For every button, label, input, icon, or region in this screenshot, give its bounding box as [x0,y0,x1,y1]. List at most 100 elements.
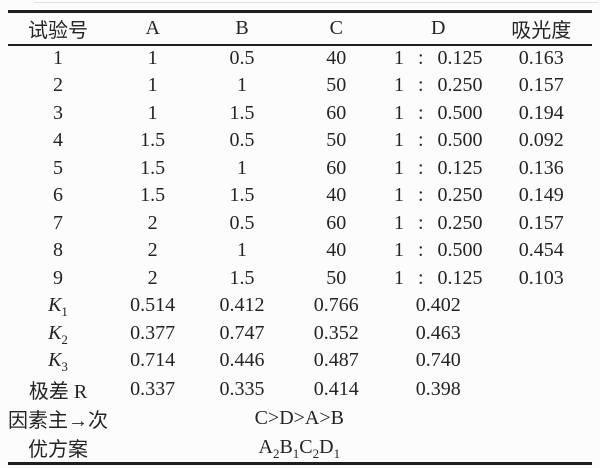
cell-absorbance: 0.149 [518,184,564,207]
optimal-part-subscript: 1 [333,445,341,461]
scan-artifact-line [34,2,598,3]
cell-d: 0.740 [415,349,461,372]
cell-b: 1 [236,239,247,262]
cell-c: 60 [326,101,347,124]
k-subscript: 2 [61,331,68,347]
cell-d: 1 : 0.125 [393,156,483,179]
optimal-part-subscript: 2 [312,445,320,461]
optimal-part-letter: A [258,435,273,458]
table-row: 8 2 1 40 1 : 0.500 0.454 [8,237,592,265]
cell-a: 2 [147,211,158,234]
cell-c: 0.352 [313,321,359,344]
orthogonal-experiment-table: 试验号 A B C D 吸光度 1 1 0.5 40 1 : 0.125 0.1… [8,10,592,465]
cell-a: 0.514 [130,294,176,317]
cell-trial-no: 7 [53,211,63,234]
k3-row: K3 0.714 0.446 0.487 0.740 [8,347,592,375]
cell-absorbance: 0.157 [518,211,564,234]
optimal-part-subscript: 2 [272,445,280,461]
cell-b: 1.5 [229,266,255,289]
header-trial-no: 试验号 [28,19,88,42]
range-label: 极差 R [28,380,88,403]
cell-c: 50 [326,266,347,289]
table-row: 9 2 1.5 50 1 : 0.125 0.103 [8,265,592,293]
cell-empty [491,320,592,348]
cell-a: 0.337 [130,377,176,400]
cell-empty [491,292,592,320]
cell-absorbance: 0.163 [518,47,564,70]
cell-c: 0.766 [313,294,359,317]
cell-b: 0.5 [229,211,255,234]
cell-absorbance: 0.092 [518,129,564,152]
cell-c: 40 [326,184,347,207]
cell-d: 1 : 0.125 [393,47,483,70]
table-row: 4 1.5 0.5 50 1 : 0.500 0.092 [8,127,592,155]
cell-absorbance: 0.194 [518,101,564,124]
table-row: 3 1 1.5 60 1 : 0.500 0.194 [8,100,592,128]
cell-c: 40 [326,239,347,262]
cell-b: 1.5 [229,184,255,207]
cell-b: 0.412 [219,294,265,317]
cell-b: 0.335 [219,377,265,400]
cell-a: 1.5 [140,184,166,207]
table-row: 5 1.5 1 60 1 : 0.125 0.136 [8,155,592,183]
cell-d: 1 : 0.250 [393,74,483,97]
cell-empty [491,404,592,433]
cell-a: 1.5 [140,129,166,152]
cell-absorbance: 0.454 [518,239,564,262]
header-factor-a: A [145,16,160,39]
cell-trial-no: 6 [53,184,63,207]
optimal-scheme-row: 优方案 A2B1C2D1 [8,433,592,464]
header-factor-b: B [235,16,249,39]
cell-d: 0.398 [415,377,461,400]
header-row: 试验号 A B C D 吸光度 [8,12,592,45]
optimal-scheme-label: 优方案 [28,438,88,461]
cell-absorbance: 0.136 [518,156,564,179]
cell-d: 1 : 0.250 [393,184,483,207]
cell-a: 0.377 [130,321,176,344]
cell-empty [491,375,592,404]
cell-trial-no: 2 [53,74,63,97]
cell-b: 1 [236,156,247,179]
k-subscript: 1 [61,304,68,320]
cell-d: 1 : 0.250 [393,211,483,234]
cell-a: 1.5 [140,156,166,179]
cell-empty [491,433,592,464]
cell-c: 0.487 [313,349,359,372]
cell-c: 60 [326,156,347,179]
cell-trial-no: 3 [53,101,63,124]
optimal-part-letter: B [279,435,293,458]
table-header: 试验号 A B C D 吸光度 [8,12,592,45]
optimal-part-letter: D [319,435,334,458]
cell-c: 40 [326,47,347,70]
k2-row: K2 0.377 0.747 0.352 0.463 [8,320,592,348]
k-symbol: K [48,294,62,317]
cell-b: 1 [236,74,247,97]
cell-trial-no: 1 [53,47,63,70]
cell-a: 0.714 [130,349,176,372]
cell-d: 1 : 0.500 [393,239,483,262]
cell-absorbance: 0.157 [518,74,564,97]
cell-c: 50 [326,74,347,97]
cell-d: 0.402 [415,294,461,317]
cell-empty [491,347,592,375]
cell-trial-no: 8 [53,239,63,262]
cell-d: 1 : 0.500 [393,101,483,124]
table-row: 2 1 1 50 1 : 0.250 0.157 [8,72,592,100]
cell-trial-no: 4 [53,129,63,152]
cell-trial-no: 5 [53,156,63,179]
cell-a: 1 [147,74,158,97]
factor-order-row: 因素主→次 C>D>A>B [8,404,592,433]
cell-c: 60 [326,211,347,234]
optimal-part-subscript: 1 [292,445,300,461]
cell-c: 0.414 [313,377,359,400]
table-row: 6 1.5 1.5 40 1 : 0.250 0.149 [8,182,592,210]
cell-d: 0.463 [415,321,461,344]
header-factor-d: D [430,16,446,39]
cell-d: 1 : 0.125 [393,266,483,289]
cell-trial-no: 9 [53,266,63,289]
cell-b: 0.747 [219,321,265,344]
cell-c: 50 [326,129,347,152]
cell-a: 2 [147,239,158,262]
optimal-scheme-value: A2B1C2D1 [108,433,491,464]
